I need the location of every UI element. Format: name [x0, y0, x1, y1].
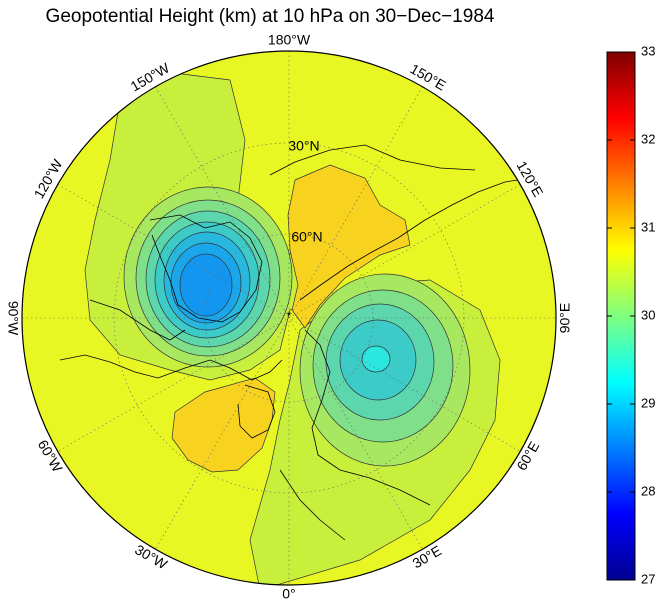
contour-fill-ridge-siberia [287, 164, 411, 329]
lat-label-0: 30°N [288, 138, 319, 154]
coastlines [59, 144, 531, 541]
colorbar-tick-label-6: 33 [641, 43, 655, 58]
colorbar: 27 28 29 30 31 32 33 [606, 43, 655, 586]
colorbar-tick-label-0: 27 [641, 571, 655, 586]
colorbar-tick-label-5: 32 [641, 131, 655, 146]
coast-north-america [59, 354, 283, 381]
contour-29.3 [179, 253, 233, 317]
contour-fill-ridge-atlantic [171, 377, 276, 473]
meridian-120e-60w [57, 184, 521, 452]
coast-europe [304, 329, 431, 506]
latitude-labels: 30°N 60°N [288, 138, 322, 245]
coast-alaska-east-asia [269, 144, 476, 176]
map-frame [21, 50, 557, 586]
colorbar-ticks: 27 28 29 30 31 32 33 [607, 43, 655, 586]
chart-title: Geopotential Height (km) at 10 hPa on 30… [46, 6, 495, 27]
coast-arctic-archipelago [149, 214, 263, 323]
field-layer [22, 51, 556, 585]
lon-label-6: 90°E [557, 303, 573, 334]
colorbar-tick-label-2: 29 [641, 395, 655, 410]
graticule [22, 51, 556, 585]
coast-hudson [89, 299, 186, 341]
coast-africa [279, 469, 346, 541]
pole-marker: * [287, 309, 292, 323]
lon-label-5: 90°W [5, 301, 21, 336]
colorbar-tick-label-4: 31 [641, 219, 655, 234]
coast-siberia [299, 177, 531, 301]
low-canada [123, 186, 293, 368]
coast-greenland [237, 384, 276, 439]
lon-label-0: 180°W [268, 32, 311, 48]
colorbar-tick-label-1: 28 [641, 483, 655, 498]
contour-29.5-b [361, 345, 391, 373]
colorbar-tick-label-3: 30 [641, 307, 655, 322]
lon-label-11: 0° [282, 586, 295, 602]
low-russia [299, 273, 471, 467]
lat-label-1: 60°N [291, 229, 322, 245]
